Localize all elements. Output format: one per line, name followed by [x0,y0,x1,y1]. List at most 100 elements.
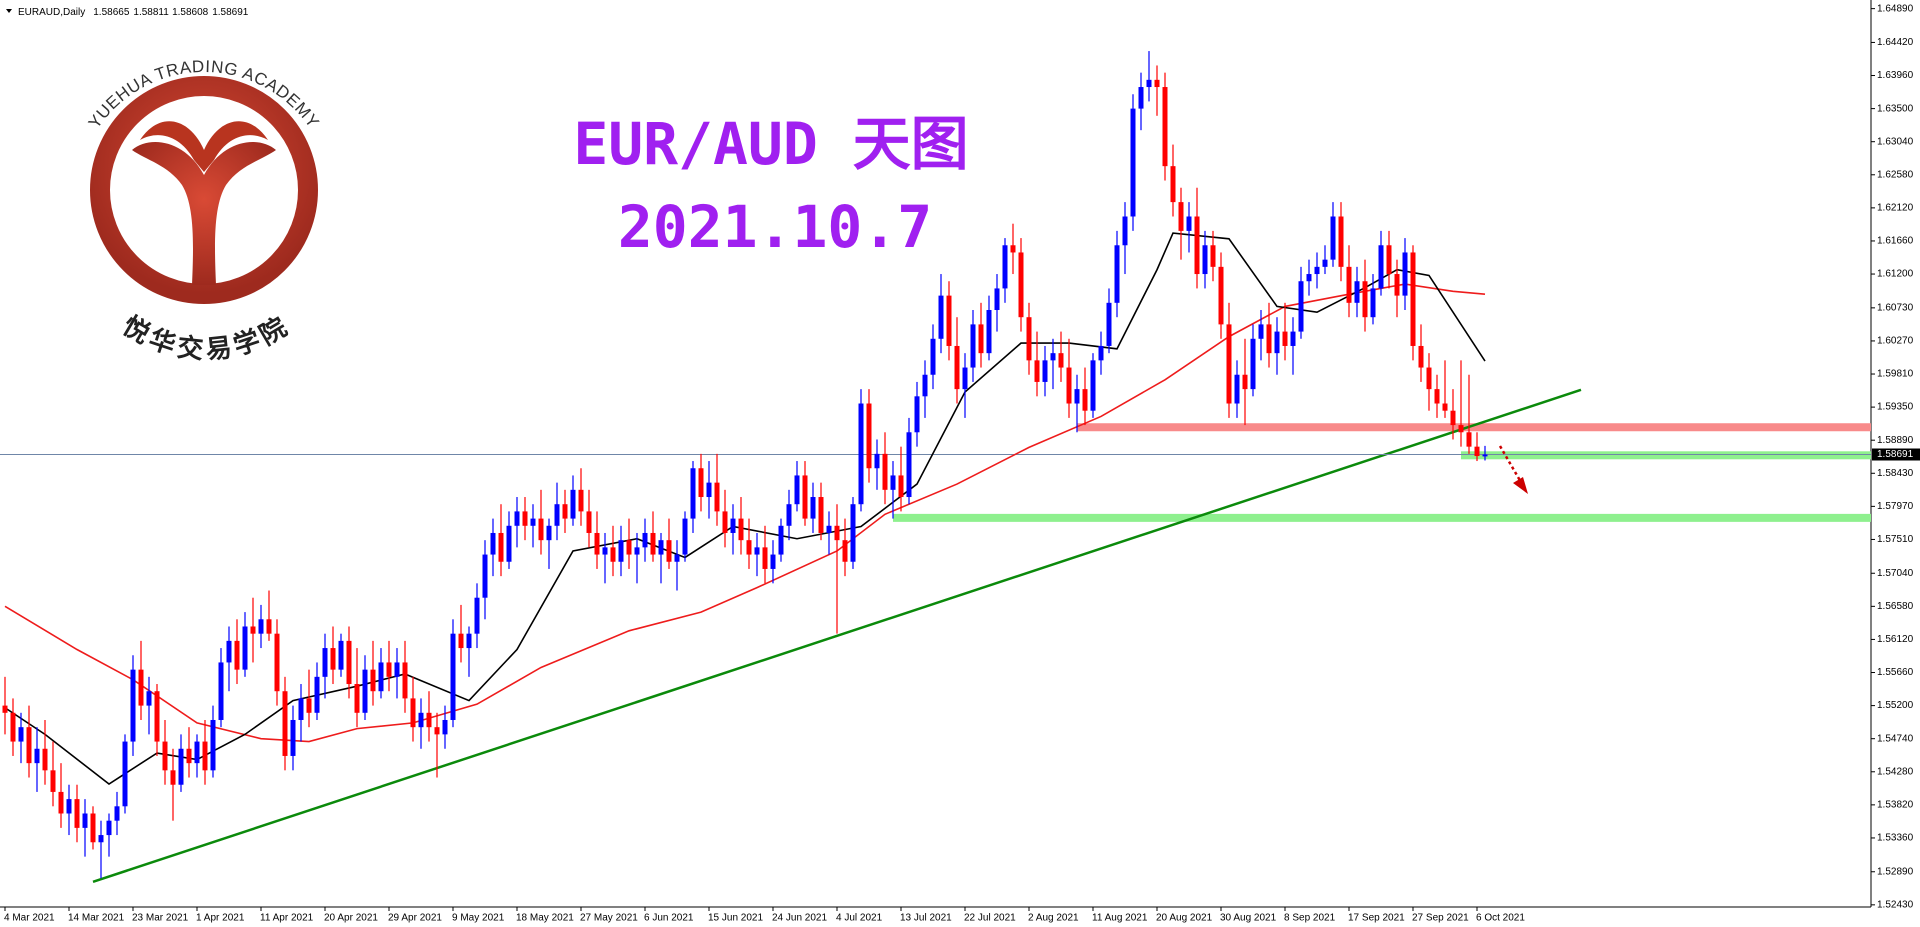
candle-body [1346,266,1352,303]
candle-body [266,619,272,634]
logo-mark-top [140,121,268,172]
y-tick-label: 1.56120 [1877,634,1914,645]
candle-body [594,532,600,555]
candle-body [434,727,440,735]
candle-body [10,712,16,742]
y-tick-label: 1.63960 [1877,70,1914,81]
y-tick-label: 1.64890 [1877,3,1914,14]
y-tick-label: 1.57970 [1877,501,1914,512]
candle-body [50,770,56,792]
candle-body [426,712,432,728]
candle-body [786,504,792,526]
candle-body [554,504,560,526]
y-tick-label: 1.56580 [1877,601,1914,612]
candle-body [1234,374,1240,404]
candle-body [1002,245,1008,289]
candle-body [642,532,648,548]
candle-body [618,540,624,562]
candle-body [674,554,680,562]
candle-body [1026,317,1032,361]
candle-body [378,662,384,692]
candle-body [634,547,640,555]
high-value: 1.58811 [133,7,169,18]
y-tick-label: 1.52430 [1877,899,1914,910]
candle-body [690,468,696,519]
x-tick-label: 11 Apr 2021 [260,913,314,924]
candle-body [226,640,232,663]
forecast-arrow [1498,445,1524,485]
candle-body [1098,345,1104,361]
candle-body [1466,432,1472,447]
candle-body [922,374,928,397]
chart-title: EUR/AUD 天图 [573,110,968,178]
x-tick-label: 14 Mar 2021 [68,913,125,924]
candle-body [506,525,512,562]
y-tick-label: 1.61660 [1877,236,1914,247]
candle-body [1474,446,1480,457]
candle-body [802,475,808,519]
candle-body [546,525,552,541]
candle-body [1050,353,1056,361]
candle-body [1330,216,1336,260]
candle-body [1386,245,1392,275]
candle-body [986,310,992,354]
y-tick-label: 1.58430 [1877,468,1914,479]
candle-body [1138,87,1144,109]
candle-body [962,367,968,390]
candle-body [98,835,104,843]
current-price-box [1872,448,1920,461]
y-tick-label: 1.59810 [1877,369,1914,380]
candle-body [586,511,592,533]
x-tick-label: 30 Aug 2021 [1220,913,1277,924]
candle-body [410,698,416,728]
y-tick-label: 1.62580 [1877,169,1914,180]
candle-body [754,547,760,555]
y-tick-label: 1.53820 [1877,800,1914,811]
candle-body [970,324,976,368]
candle-body [274,633,280,692]
candle-body [706,482,712,498]
menu-triangle [6,9,12,13]
candle-body [810,497,816,519]
candle-body [34,748,40,764]
candle-body [202,741,208,771]
candle-body [162,741,168,771]
candle-body [1378,245,1384,289]
x-tick-label: 18 May 2021 [516,913,574,924]
candle-body [658,540,664,555]
candle-body [666,540,672,562]
candle-body [386,662,392,677]
candle-body [322,648,328,677]
candle-body [1242,374,1248,390]
y-tick-label: 1.52890 [1877,866,1914,877]
candle-body [994,288,1000,311]
y-tick-label: 1.57040 [1877,568,1914,579]
candle-body [1482,454,1488,457]
candle-body [578,489,584,512]
x-tick-label: 24 Jun 2021 [772,913,827,924]
candle-body [306,698,312,713]
candle-body [178,748,184,785]
candle-body [458,633,464,649]
candle-body [258,619,264,634]
candle-body [1186,216,1192,231]
candle-body [1154,79,1160,88]
candle-body [778,525,784,555]
candle-body [1282,331,1288,346]
level-band [1077,423,1871,432]
candle-body [850,504,856,562]
candle-body [170,770,176,785]
candle-body [1082,389,1088,411]
candle-body [1170,166,1176,203]
candle-body [290,719,296,756]
x-tick-label: 9 May 2021 [452,913,505,924]
candle-body [1130,108,1136,217]
candle-body [1450,410,1456,426]
candle-body [18,727,24,742]
candle-body [1426,367,1432,390]
candle-body [818,497,824,533]
x-tick-label: 6 Oct 2021 [1476,913,1525,924]
y-tick-label: 1.55200 [1877,700,1914,711]
candle-body [1018,252,1024,318]
